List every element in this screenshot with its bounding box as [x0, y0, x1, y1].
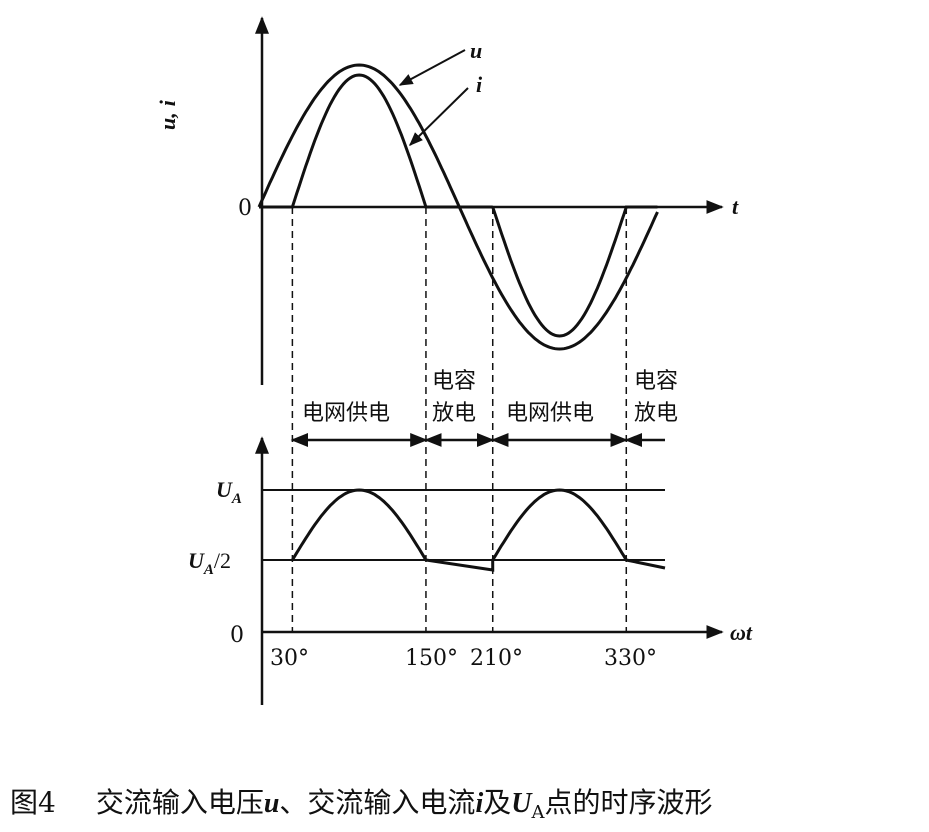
ua-wave — [291, 488, 666, 572]
wt-label: ωt — [730, 620, 753, 645]
angle: 150° — [405, 646, 458, 671]
ua-half-label: UA/2 — [188, 548, 231, 578]
axes — [255, 16, 724, 705]
interval-label: 放电 — [634, 401, 678, 426]
caption: 图4 交流输入电压u、交流输入电流i及UA点的时序波形 — [10, 786, 712, 823]
origin-bottom: 0 — [230, 623, 244, 648]
pointer — [398, 49, 466, 86]
interval-label: 电容 — [634, 369, 678, 394]
interval-label: 电网供电 — [506, 401, 594, 426]
u-label: u — [470, 38, 482, 63]
i-curve — [259, 73, 658, 338]
angle: 210° — [470, 646, 523, 671]
u-curve — [257, 63, 659, 351]
y-label: u,i — [155, 99, 180, 130]
t-label: t — [732, 194, 739, 219]
pointer — [409, 87, 469, 146]
interval-label: 电网供电 — [302, 401, 390, 426]
interval-label: 电容 — [432, 369, 476, 394]
angle: 30° — [270, 646, 309, 671]
curves — [257, 49, 666, 632]
angle: 330° — [604, 646, 657, 671]
interval-label: 放电 — [432, 401, 476, 426]
origin-top: 0 — [238, 196, 252, 221]
i-label: i — [476, 72, 483, 97]
ua-label: UA — [216, 477, 242, 507]
